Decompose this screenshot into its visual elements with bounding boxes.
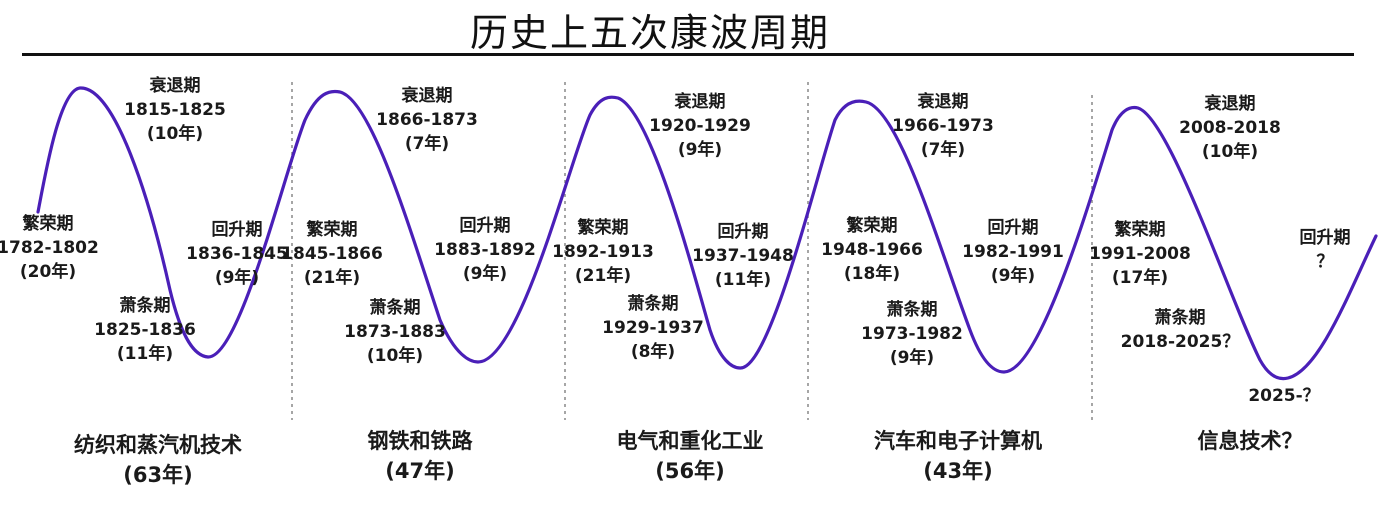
trough-label: 2025-？	[1248, 386, 1320, 406]
boom-label: 繁荣期 1892-1913 (21年)	[552, 218, 654, 286]
title-underline	[22, 53, 1354, 56]
depression-label: 萧条期 2018-2025？	[1120, 308, 1240, 352]
wave-curve	[36, 86, 1378, 381]
era-label: 电气和重化工业 (56年)	[616, 429, 764, 483]
recession-label: 衰退期 2008-2018 (10年)	[1179, 94, 1281, 162]
era-label: 纺织和蒸汽机技术 (63年)	[74, 433, 242, 487]
era-label: 信息技术？	[1197, 429, 1303, 453]
depression-label: 萧条期 1973-1982 (9年)	[861, 300, 963, 368]
recession-label: 衰退期 1920-1929 (9年)	[649, 92, 751, 160]
boom-label: 繁荣期 1782-1802 (20年)	[0, 214, 99, 282]
recession-label: 衰退期 1815-1825 (10年)	[124, 76, 226, 144]
recovery-label: 回升期 ？	[1299, 228, 1351, 272]
boom-label: 繁荣期 1991-2008 (17年)	[1089, 220, 1191, 288]
depression-label: 萧条期 1929-1937 (8年)	[602, 294, 704, 362]
boom-label: 繁荣期 1845-1866 (21年)	[281, 220, 383, 288]
depression-label: 萧条期 1825-1836 (11年)	[94, 296, 196, 364]
boom-label: 繁荣期 1948-1966 (18年)	[821, 216, 923, 284]
recovery-label: 回升期 1883-1892 (9年)	[434, 216, 536, 284]
recovery-label: 回升期 1982-1991 (9年)	[962, 218, 1064, 286]
recession-label: 衰退期 1966-1973 (7年)	[892, 92, 994, 160]
recovery-label: 回升期 1937-1948 (11年)	[692, 222, 794, 290]
recession-label: 衰退期 1866-1873 (7年)	[376, 86, 478, 154]
era-label: 汽车和电子计算机 (43年)	[874, 429, 1042, 483]
recovery-label: 回升期 1836-1845 (9年)	[186, 220, 288, 288]
era-label: 钢铁和铁路 (47年)	[367, 429, 473, 483]
page-title: 历史上五次康波周期	[469, 11, 830, 55]
depression-label: 萧条期 1873-1883 (10年)	[344, 298, 446, 366]
